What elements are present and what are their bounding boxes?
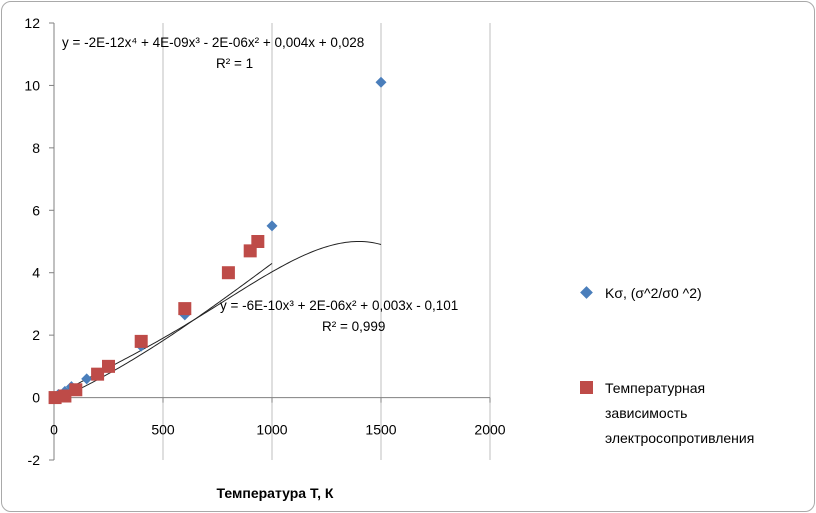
series-2-point-1 — [58, 389, 72, 403]
x-tick-label-0: 0 — [50, 422, 58, 438]
y-tick-label-4: 4 — [32, 265, 40, 281]
trendline-series-2 — [53, 262, 273, 402]
grid-lines — [162, 23, 491, 460]
x-tick-label-1500: 1500 — [365, 422, 396, 438]
series-2-point-7 — [221, 266, 235, 280]
series-2-point-6 — [178, 302, 192, 316]
y-tick-label-10: 10 — [24, 77, 40, 93]
y-tick-label-6: 6 — [32, 202, 40, 218]
y-tick-label-2: 2 — [32, 327, 40, 343]
y-tick-label-0: 0 — [32, 390, 40, 406]
legend: Kσ, (σ^2/σ0 ^2) Температурная зависимост… — [580, 285, 754, 446]
x-axis-title: Температура Т, К — [217, 485, 334, 501]
legend-label-series-1: Kσ, (σ^2/σ0 ^2) — [605, 285, 702, 301]
series-1-point-6 — [266, 220, 278, 232]
series-2-point-0 — [48, 391, 62, 405]
x-tick-label-2000: 2000 — [474, 422, 505, 438]
trendline-1-equation: y = -2E-12x⁴ + 4E-09x³ - 2E-06x² + 0,004… — [62, 35, 364, 50]
series-2-point-3 — [91, 367, 105, 381]
legend-label-series-2-line-2: зависимость — [605, 405, 687, 421]
legend-label-series-2-line-1: Температурная — [605, 380, 705, 396]
axes — [49, 22, 491, 461]
tick-labels: -2 0 2 4 6 8 10 12 0 500 1000 1500 2000 — [24, 15, 505, 468]
series-1-point-7 — [375, 76, 387, 88]
legend-label-series-2-line-3: электросопротивления — [605, 430, 754, 446]
legend-marker-diamond — [580, 286, 593, 299]
series-2-point-5 — [134, 334, 148, 348]
x-tick-label-500: 500 — [151, 422, 175, 438]
y-tick-label-8: 8 — [32, 140, 40, 156]
y-tick-label-12: 12 — [24, 15, 40, 31]
trendline-1-r2: R² = 1 — [216, 56, 253, 71]
trendline-2-r2: R² = 0,999 — [322, 319, 385, 334]
legend-marker-square — [580, 381, 593, 394]
series-2-point-4 — [102, 359, 115, 373]
x-tick-label-1000: 1000 — [256, 422, 287, 438]
series-1-point-3 — [81, 373, 93, 385]
y-tick-label--2: -2 — [28, 452, 41, 468]
series-2-point-2 — [69, 383, 83, 397]
data-points — [48, 76, 387, 405]
series-2-point-9 — [251, 235, 265, 248]
trendline-2-equation: y = -6E-10x³ + 2E-06x² + 0,003x - 0,101 — [220, 298, 458, 313]
